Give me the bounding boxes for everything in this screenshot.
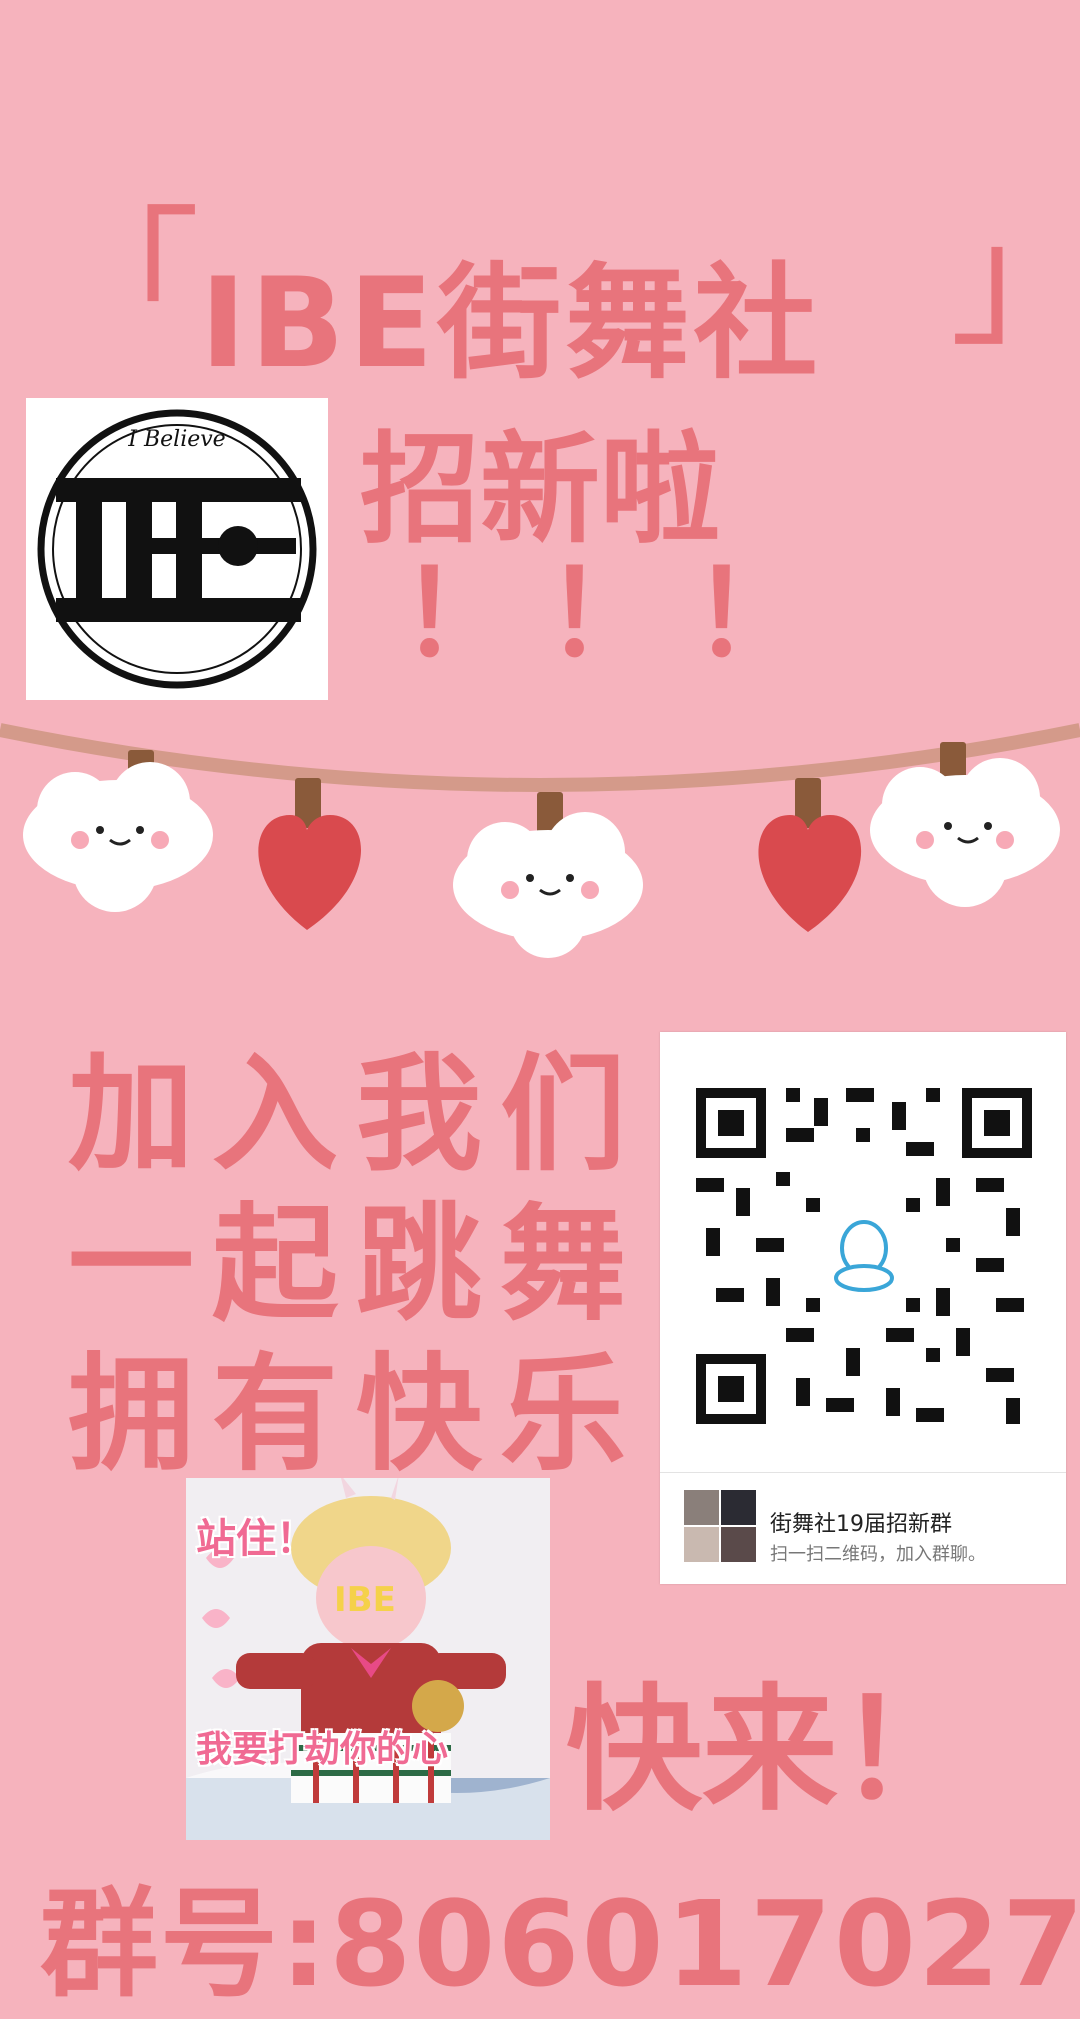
slogan-line: 一起跳舞 <box>68 1191 644 1338</box>
ibe-logo-icon: I Believe <box>37 409 317 689</box>
sticker-face-text: IBE <box>334 1580 396 1620</box>
exclaim-mark: ！ <box>692 545 811 683</box>
cloud-face-icon <box>23 762 213 912</box>
cloud-face-icon <box>453 812 643 958</box>
group-number: 群号:806017027 <box>40 1875 1080 2013</box>
slogan-line: 加入我们 <box>68 1041 644 1188</box>
come-quick-text: 快来！ <box>566 1670 974 1830</box>
club-logo: I Believe <box>26 398 328 700</box>
sticker-bottom-text: 我要打劫你的心 <box>196 1729 449 1770</box>
group-avatar <box>684 1490 756 1562</box>
recruiting-text: 招新啦 <box>360 421 720 560</box>
cartoon-character-icon <box>186 1478 550 1840</box>
heart-icon <box>758 815 862 932</box>
group-name: 街舞社19届招新群 <box>770 1512 952 1537</box>
heart-icon <box>258 815 362 930</box>
slogan-line: 拥有快乐 <box>68 1341 644 1488</box>
open-bracket: 「 <box>50 193 201 367</box>
qr-code-icon <box>696 1088 1032 1424</box>
sticker-top-text: 站住！ <box>196 1516 316 1562</box>
logo-script: I Believe <box>127 427 225 452</box>
garland-decoration <box>0 723 1080 958</box>
club-title: IBE街舞社 <box>200 252 822 396</box>
exclaim-mark: ！ <box>400 545 519 683</box>
meme-sticker: 站住！ IBE 我要打劫你的心 <box>186 1478 550 1840</box>
scan-hint: 扫一扫二维码，加入群聊。 <box>770 1544 986 1565</box>
cloud-face-icon <box>870 758 1060 907</box>
qr-card: 街舞社19届招新群 扫一扫二维码，加入群聊。 <box>660 1032 1066 1584</box>
close-bracket: 」 <box>950 205 1080 355</box>
exclaim-mark: ！ <box>545 545 664 683</box>
